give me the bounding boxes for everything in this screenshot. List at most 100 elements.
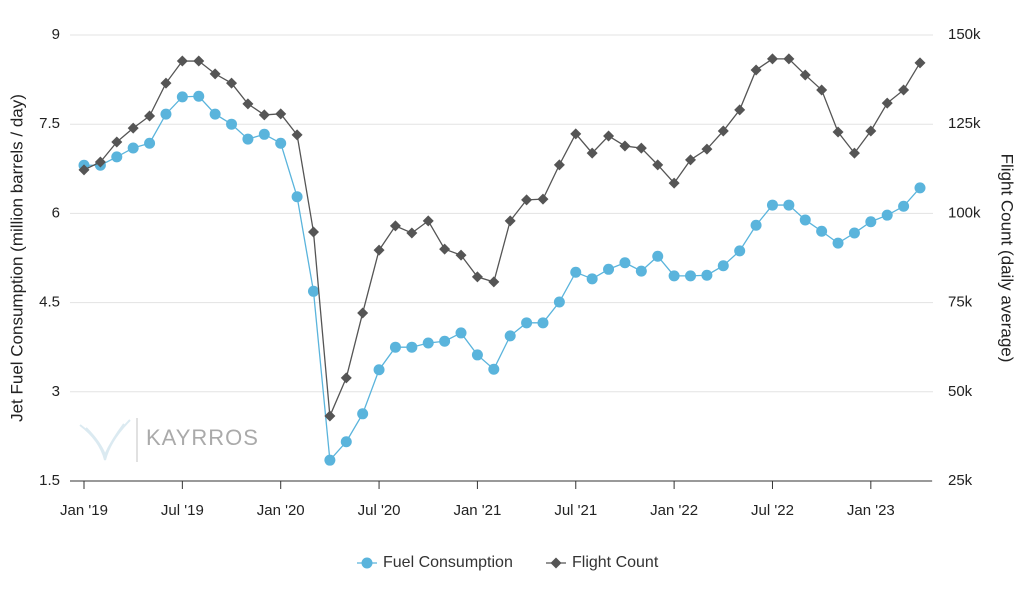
flight-point (537, 193, 549, 205)
flight-point (324, 410, 336, 422)
flight-point (717, 125, 729, 137)
flight-point (635, 142, 647, 154)
flight-point (307, 226, 319, 238)
x-tick-label: Jul '19 (161, 502, 204, 519)
fuel-point (193, 90, 205, 102)
fuel-point (848, 227, 860, 239)
fuel-point (504, 330, 516, 342)
flight-point (668, 177, 680, 189)
flight-point (291, 129, 303, 141)
fuel-point (799, 214, 811, 226)
fuel-point (570, 266, 582, 278)
flight-point (865, 125, 877, 137)
fuel-point (357, 408, 369, 420)
flight-point (521, 194, 533, 206)
flight-point (848, 147, 860, 159)
flight-point (226, 77, 238, 89)
legend-label: Flight Count (572, 554, 659, 571)
flight-point (78, 164, 90, 176)
flight-point (701, 143, 713, 155)
series-line (84, 95, 921, 462)
fuel-point (209, 108, 221, 120)
fuel-point (685, 270, 697, 282)
x-tick-label: Jan '23 (847, 502, 895, 519)
flight-point (471, 271, 483, 283)
fuel-point (734, 245, 746, 257)
fuel-point (439, 335, 451, 347)
flight-point (766, 53, 778, 65)
flight-point (111, 136, 123, 148)
flight-point (783, 53, 795, 65)
y-axis-title: Jet Fuel Consumption (million barrels / … (7, 94, 26, 422)
fuel-point (832, 237, 844, 249)
flight-point (193, 55, 205, 67)
fuel-point (816, 225, 828, 237)
x-tick-label: Jan '21 (453, 502, 501, 519)
y2-tick-label: 25k (948, 472, 973, 489)
x-tick-label: Jul '22 (751, 502, 794, 519)
fuel-point (635, 265, 647, 277)
fuel-point (586, 273, 598, 285)
legend-marker (550, 557, 562, 569)
fuel-point (324, 454, 336, 466)
flight-point (455, 249, 467, 261)
fuel-point (914, 182, 926, 194)
fuel-point (144, 137, 156, 149)
y2-tick-label: 100k (948, 204, 981, 221)
flight-point (373, 244, 385, 256)
fuel-point (537, 317, 549, 329)
fuel-point (389, 341, 401, 353)
flight-point (439, 243, 451, 255)
fuel-point (111, 151, 123, 163)
flight-point (570, 128, 582, 140)
flight-point (242, 98, 254, 110)
flight-point (553, 159, 565, 171)
flight-point (127, 122, 139, 134)
fuel-point (176, 91, 188, 103)
flight-point (176, 55, 188, 67)
flight-point (734, 104, 746, 116)
fuel-point (340, 436, 352, 448)
fuel-point (406, 341, 418, 353)
fuel-point (275, 137, 287, 149)
flight-point (144, 110, 156, 122)
watermark-logo (79, 418, 138, 462)
fuel-point (668, 270, 680, 282)
flight-point (389, 220, 401, 232)
y2-axis-title: Flight Count (daily average) (998, 154, 1017, 363)
y-tick-label: 9 (52, 26, 60, 43)
flight-point (881, 97, 893, 109)
flight-point (799, 69, 811, 81)
fuel-point (160, 108, 172, 120)
flight-point (685, 154, 697, 166)
y2-tick-label: 125k (948, 115, 981, 132)
y-tick-label: 3 (52, 383, 60, 400)
fuel-point (619, 257, 631, 269)
fuel-point (766, 199, 778, 211)
fuel-point (307, 285, 319, 297)
fuel-point (603, 263, 615, 275)
flight-point (94, 156, 106, 168)
flight-point (209, 68, 221, 80)
fuel-point (226, 118, 238, 130)
fuel-point (865, 216, 877, 228)
fuel-point (291, 191, 303, 203)
flight-point (160, 77, 172, 89)
y-tick-label: 7.5 (39, 115, 60, 132)
flight-point (816, 84, 828, 96)
x-tick-label: Jul '21 (554, 502, 597, 519)
flight-point (275, 108, 287, 120)
fuel-point (422, 337, 434, 349)
fuel-point (750, 219, 762, 231)
y-tick-label: 4.5 (39, 294, 60, 311)
fuel-point (471, 349, 483, 361)
flight-point (504, 215, 516, 227)
y2-tick-label: 150k (948, 26, 981, 43)
fuel-point (242, 133, 254, 145)
flight-point (750, 64, 762, 76)
fuel-point (455, 327, 467, 339)
flight-point (258, 109, 270, 121)
legend-label: Fuel Consumption (383, 554, 513, 571)
fuel-point (258, 128, 270, 140)
flight-point (914, 57, 926, 69)
